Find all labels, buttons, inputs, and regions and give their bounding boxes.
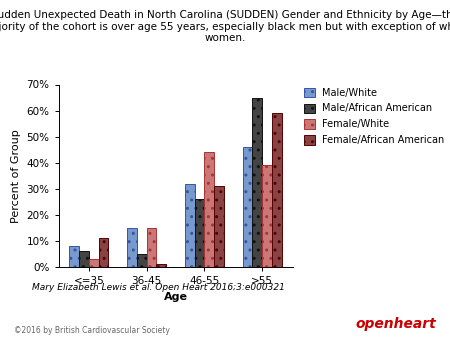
- Legend: Male/White, Male/African American, Female/White, Female/African American: Male/White, Male/African American, Femal…: [302, 86, 447, 147]
- Bar: [204, 152, 214, 267]
- Bar: [243, 147, 252, 267]
- Bar: [147, 228, 157, 267]
- Bar: [99, 238, 108, 267]
- Bar: [194, 199, 204, 267]
- Text: Mary Elizabeth Lewis et al. Open Heart 2016;3:e000321: Mary Elizabeth Lewis et al. Open Heart 2…: [32, 283, 284, 292]
- Text: openheart: openheart: [356, 317, 436, 331]
- Bar: [79, 251, 89, 267]
- Bar: [272, 113, 282, 267]
- Bar: [69, 246, 79, 267]
- Bar: [127, 228, 137, 267]
- Bar: [137, 254, 147, 267]
- Bar: [262, 165, 272, 267]
- Text: ©2016 by British Cardiovascular Society: ©2016 by British Cardiovascular Society: [14, 325, 169, 335]
- Bar: [157, 264, 166, 267]
- Bar: [252, 98, 262, 267]
- X-axis label: Age: Age: [163, 292, 188, 301]
- Bar: [185, 184, 194, 267]
- Bar: [214, 186, 224, 267]
- Y-axis label: Percent of Group: Percent of Group: [11, 129, 21, 223]
- Bar: [89, 259, 99, 267]
- Text: Sudden Unexpected Death in North Carolina (SUDDEN) Gender and Ethnicity by Age—t: Sudden Unexpected Death in North Carolin…: [0, 10, 450, 43]
